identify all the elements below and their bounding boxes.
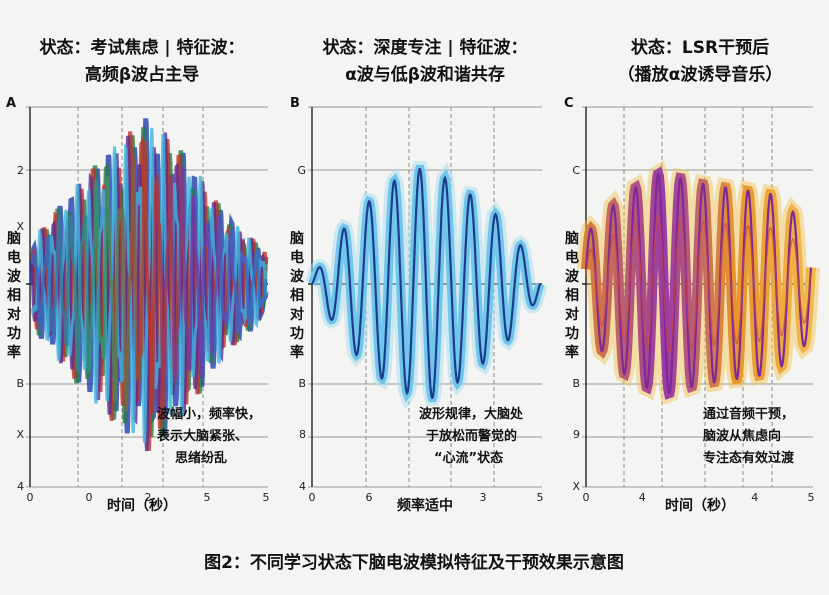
y-axis-label-char: 脑: [7, 230, 21, 247]
y-tick-label: X: [572, 480, 580, 493]
y-tick-label: X: [16, 220, 24, 233]
y-tick-label: B: [572, 377, 580, 390]
y-tick-labels: G B 8 4: [297, 164, 306, 493]
panel-c: 状态：LSR干预后 （播放α波诱导音乐） C C B 9 X 0 4 4 5 脑电波相对功率…: [564, 37, 820, 514]
panel-title-line-2: 高频β波占主导: [85, 64, 199, 85]
figure-caption: 图2：不同学习状态下脑电波模拟特征及干预效果示意图: [204, 552, 624, 573]
wave-line: [311, 168, 542, 399]
y-axis-label-char: 功: [565, 326, 579, 342]
y-axis-label-char: 波: [7, 268, 22, 285]
x-axis-label: 时间（秒）: [107, 497, 177, 514]
y-axis-label-char: 脑: [290, 230, 304, 247]
x-tick-labels: 0 0 2 5 5: [27, 491, 270, 504]
panel-title-line-1: 状态：考试焦虑 | 特征波：: [39, 37, 244, 58]
x-tick-label: 5: [537, 491, 544, 504]
annotation: 通过音频干预， 脑波从焦虑向 专注态有效过渡: [703, 406, 795, 466]
annotation-line: 专注态有效过渡: [703, 450, 795, 466]
y-axis-label-char: 电: [565, 249, 579, 266]
y-axis-label-char: 波: [565, 268, 580, 285]
y-tick-label: 4: [17, 480, 24, 493]
y-axis-label-char: 功: [7, 326, 21, 342]
x-tick-label: 4: [639, 491, 646, 504]
wave-line: [585, 214, 812, 354]
y-tick-label: 2: [17, 164, 24, 177]
annotation-line: 波幅小，频率快，: [157, 406, 261, 422]
annotation-line: 通过音频干预，: [703, 406, 794, 422]
panel-title-line-1: 状态：深度专注 | 特征波：: [322, 37, 527, 58]
wave-line: [30, 140, 268, 420]
y-tick-labels: C B 9 X: [572, 164, 580, 493]
x-tick-label: 0: [86, 491, 93, 504]
y-tick-label: 4: [299, 480, 306, 493]
x-tick-label: 4: [751, 491, 758, 504]
panel-title-line-2: （播放α波诱导音乐）: [618, 64, 783, 85]
panel-letter: C: [564, 96, 574, 111]
x-tick-label: 0: [27, 491, 34, 504]
y-tick-labels: 2 X B X 4: [16, 164, 24, 493]
y-tick-label: G: [297, 164, 306, 177]
x-tick-label: 0: [309, 491, 316, 504]
y-axis-label-char: 对: [565, 306, 579, 323]
y-axis-label-char: 电: [7, 249, 21, 266]
x-axis-label: 时间（秒）: [665, 497, 735, 514]
x-tick-label: 5: [808, 491, 815, 504]
y-tick-label: 9: [573, 428, 580, 441]
y-axis-label-char: 率: [565, 344, 579, 361]
panel-letter: B: [290, 96, 300, 111]
x-axis-label: 频率适中: [397, 497, 453, 514]
annotation-line: 脑波从焦虑向: [703, 428, 781, 444]
wave-series: [29, 118, 269, 452]
y-tick-label: C: [572, 164, 580, 177]
panel-letter: A: [6, 96, 16, 111]
x-tick-label: 5: [204, 491, 211, 504]
y-axis-label-char: 脑: [565, 230, 579, 247]
y-tick-label: X: [16, 428, 24, 441]
y-tick-label: B: [298, 377, 306, 390]
y-axis-label-char: 对: [7, 306, 21, 323]
x-tick-label: 3: [480, 491, 487, 504]
annotation-line: 波形规律，大脑处: [419, 406, 524, 422]
panel-b: 状态：深度专注 | 特征波： α波与低β波和谐共存 B G B 8 4 0 6 3 5 脑电…: [290, 37, 548, 514]
panel-title-line-1: 状态：LSR干预后: [631, 37, 769, 58]
y-axis-label-char: 相: [565, 287, 579, 304]
y-axis-label-char: 相: [7, 287, 21, 304]
x-tick-label: 2: [145, 491, 152, 504]
y-axis-label-char: 率: [7, 344, 21, 361]
wave-series: [305, 161, 548, 410]
x-tick-labels: 0 6 3 5: [309, 491, 544, 504]
x-tick-label: 6: [366, 491, 373, 504]
x-tick-labels: 0 4 4 5: [583, 491, 815, 504]
y-axis-label-char: 电: [290, 249, 304, 266]
y-axis-label-char: 对: [290, 306, 304, 323]
y-tick-label: B: [16, 377, 24, 390]
y-tick-label: 8: [299, 428, 306, 441]
annotation-line: 于放松而警觉的: [426, 428, 517, 444]
annotation-line: 思绪纷乱: [175, 450, 227, 466]
x-tick-label: 0: [583, 491, 590, 504]
annotation: 波幅小，频率快， 表示大脑紧张、 思绪纷乱: [156, 406, 261, 466]
y-axis-label-char: 功: [290, 326, 304, 342]
wave-series: [577, 160, 820, 406]
x-tick-label: 5: [263, 491, 270, 504]
y-axis-label-char: 波: [290, 268, 305, 285]
annotation-line: “心流”状态: [434, 450, 503, 466]
y-axis-label-char: 率: [290, 344, 304, 361]
annotation-line: 表示大脑紧张、: [156, 428, 248, 444]
annotation: 波形规律，大脑处 于放松而警觉的 “心流”状态: [419, 406, 524, 466]
panel-title-line-2: α波与低β波和谐共存: [345, 64, 505, 85]
y-axis-label-char: 相: [290, 287, 304, 304]
wave-line: [30, 127, 268, 443]
